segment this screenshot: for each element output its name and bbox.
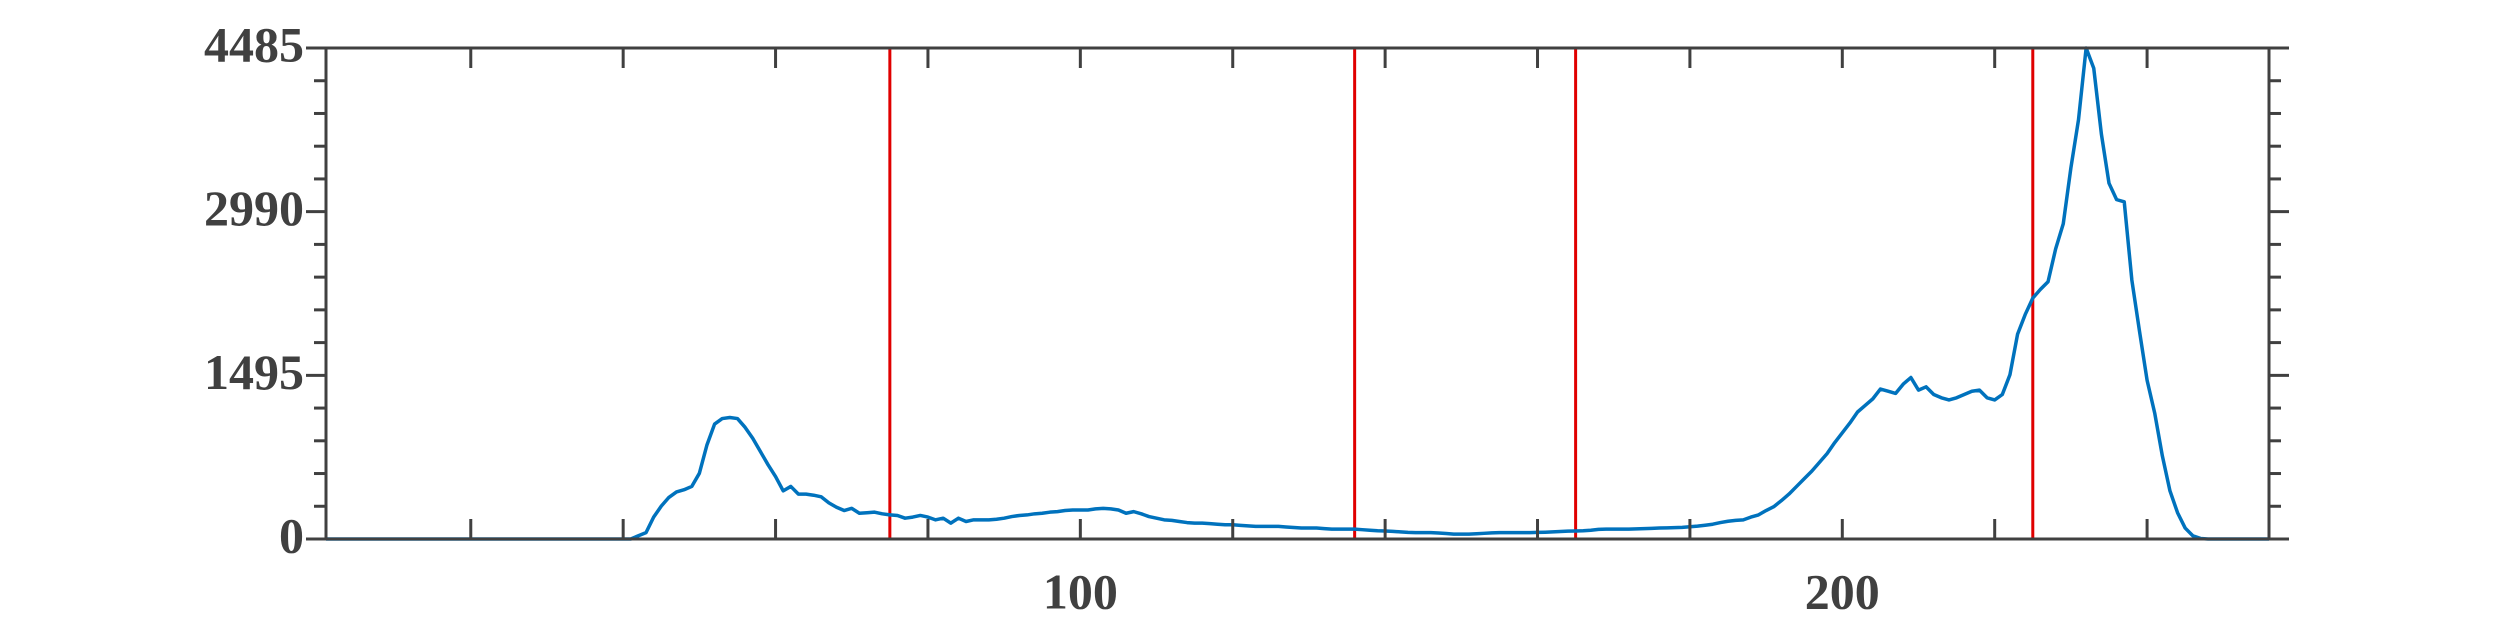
plot-frame [324,46,2271,541]
y-tick-label: 0 [279,507,304,563]
y-tick-label: 2990 [204,180,304,236]
data-line [326,46,2269,541]
x-tick-label: 100 [1043,563,1118,619]
y-tick-label: 4485 [204,16,304,72]
y-tick-label: 1495 [204,344,304,400]
x-tick-label: 200 [1805,563,1880,619]
